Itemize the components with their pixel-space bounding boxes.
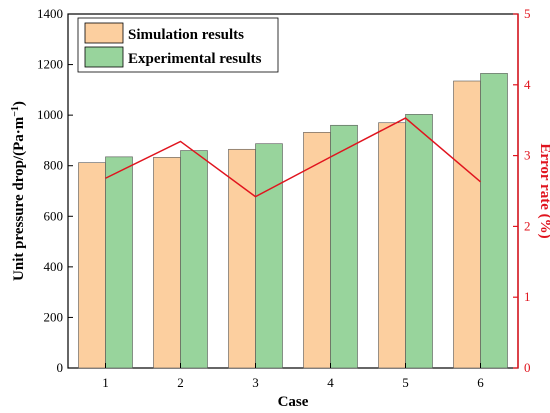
y-left-tick-label: 600 xyxy=(44,208,64,223)
y-right-tick-label: 2 xyxy=(524,218,531,233)
y-left-tick-label: 200 xyxy=(44,309,64,324)
x-tick-label: 1 xyxy=(102,375,109,390)
y-axis-title-left: Unit pressure drop/(Pa·m−1) xyxy=(10,101,27,281)
line-layer xyxy=(105,117,481,198)
legend-swatch-experimental xyxy=(84,46,124,68)
y-left-tick-label: 1400 xyxy=(37,6,63,21)
y-right-tick-label: 0 xyxy=(524,360,531,375)
y-left-tick-label: 1000 xyxy=(37,107,63,122)
bars-layer xyxy=(78,73,508,369)
bar-simulation-4 xyxy=(303,132,331,369)
bar-simulation-3 xyxy=(228,148,256,369)
x-axis-title: Case xyxy=(278,394,309,410)
x-tick-label: 3 xyxy=(252,375,259,390)
legend-label-simulation: Simulation results xyxy=(128,27,244,43)
legend-label-experimental: Experimental results xyxy=(128,51,262,67)
y-left-tick-label: 800 xyxy=(44,158,64,173)
x-tick-label: 6 xyxy=(477,375,484,390)
legend-swatch-simulation xyxy=(84,22,124,44)
error-rate-line xyxy=(105,117,481,198)
bar-experimental-4 xyxy=(330,124,358,369)
bar-simulation-5 xyxy=(378,122,406,369)
bar-experimental-5 xyxy=(405,114,433,369)
bar-simulation-2 xyxy=(153,157,181,369)
bar-simulation-1 xyxy=(78,162,106,369)
bar-simulation-6 xyxy=(453,80,481,369)
x-tick-label: 5 xyxy=(402,375,409,390)
y-left-tick-label: 1200 xyxy=(37,57,63,72)
y-left-tick-label: 400 xyxy=(44,259,64,274)
axes-layer: 0 200 400 600 800 1000 1200 1400 0 1 2 3 4 5 1 2 3 4 5 6 xyxy=(37,6,531,390)
y-right-tick-label: 3 xyxy=(524,148,531,163)
y-axis-title-right: Error rate (%) xyxy=(537,143,550,238)
y-right-tick-label: 5 xyxy=(524,6,531,21)
bar-experimental-6 xyxy=(480,73,508,369)
legend: Simulation results Experimental results xyxy=(77,17,279,73)
x-tick-label: 4 xyxy=(327,375,334,390)
bar-experimental-3 xyxy=(255,143,283,369)
bar-experimental-2 xyxy=(180,150,208,369)
bar-experimental-1 xyxy=(105,156,133,369)
x-tick-label: 2 xyxy=(177,375,184,390)
y-left-tick-label: 0 xyxy=(57,360,64,375)
y-right-tick-label: 1 xyxy=(524,289,531,304)
y-right-tick-label: 4 xyxy=(524,77,531,92)
